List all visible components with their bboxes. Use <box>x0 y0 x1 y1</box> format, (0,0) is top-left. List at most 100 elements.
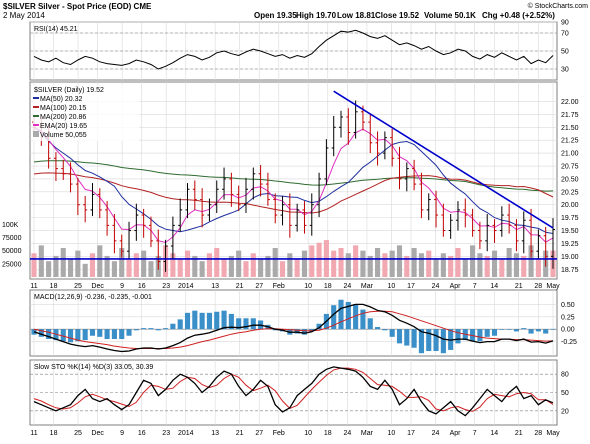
x-tick-label-upper: 23 <box>162 283 170 290</box>
x-tick-label-upper: 7 <box>473 283 477 290</box>
x-tick-label-upper: 25 <box>74 283 82 290</box>
x-tick-label-lower: Apr <box>450 430 462 437</box>
x-tick-label-upper: 27 <box>255 283 263 290</box>
macd-histogram-bar <box>389 329 395 337</box>
volume-bar <box>338 248 344 277</box>
x-tick-label-upper: 10 <box>304 283 312 290</box>
high-value: High 19.70 <box>296 11 337 20</box>
x-tick-label-lower: 17 <box>407 430 415 437</box>
stochastic-y-tick-label: 50 <box>561 390 569 397</box>
macd-histogram-bar <box>353 304 359 330</box>
volume-bar <box>506 248 512 277</box>
volume-bar <box>294 258 300 277</box>
macd-histogram-bar <box>484 329 490 337</box>
chart-date: 2 May 2014 <box>3 11 45 20</box>
macd-histogram-bar <box>250 318 256 330</box>
volume-bar <box>272 248 278 277</box>
x-tick-label-upper: 14 <box>490 283 498 290</box>
open-value: Open 19.35 <box>254 11 297 20</box>
price-y-tick-label: 19.50 <box>561 228 579 235</box>
volume-bar <box>89 253 96 277</box>
x-tick-label-upper: 17 <box>407 283 415 290</box>
ema20-legend: EMA(20) 19.65 <box>40 123 87 130</box>
macd-y-tick-label: 0.00 <box>561 327 575 334</box>
x-tick-label-lower: 27 <box>255 430 263 437</box>
macd-histogram-bar <box>455 329 461 344</box>
stochastic-y-tick-label: 80 <box>561 372 569 379</box>
volume-bar <box>53 255 59 277</box>
x-tick-label-upper: 9 <box>120 283 124 290</box>
volume-swatch <box>33 131 39 137</box>
macd-histogram-bar <box>67 329 74 343</box>
volume-bar <box>477 253 483 277</box>
volume-bar <box>287 253 293 277</box>
volume-bar <box>535 258 541 277</box>
macd-histogram-bar <box>155 329 161 331</box>
volume-bar <box>82 263 88 277</box>
x-tick-label-lower: 9 <box>120 430 124 437</box>
volume-bar <box>250 253 256 277</box>
volume-legend: Volume 50,055 <box>40 132 87 139</box>
macd-histogram-bar <box>316 323 322 330</box>
macd-histogram-bar <box>426 329 432 352</box>
volume-value: Volume 50.1K <box>424 11 476 20</box>
volume-bar <box>396 245 403 277</box>
downtrend-line <box>333 90 554 229</box>
price-y-tick-label: 18.75 <box>561 267 579 274</box>
volume-bar <box>426 250 432 277</box>
volume-bar <box>177 258 183 277</box>
x-tick-label-upper: Feb <box>273 283 285 290</box>
price-legend-title: $SILVER (Daily) 19.52 <box>34 87 104 94</box>
x-tick-label-lower: 14 <box>490 430 498 437</box>
volume-bar <box>367 255 373 277</box>
volume-bar <box>440 253 446 277</box>
volume-bar <box>258 258 264 277</box>
macd-histogram-bar <box>491 329 498 336</box>
volume-bar <box>411 248 417 277</box>
macd-histogram-bar <box>521 328 527 330</box>
macd-histogram-bar <box>170 323 176 330</box>
macd-histogram-bar <box>345 301 351 330</box>
volume-y-tick-label: 25000 <box>2 261 22 268</box>
stochastic-d-line <box>33 367 554 412</box>
macd-histogram-bar <box>477 329 483 342</box>
macd-histogram-bar <box>301 329 308 335</box>
x-tick-label-upper: 24 <box>343 283 351 290</box>
price-y-tick-label: 20.25 <box>561 189 579 196</box>
ma100-line <box>33 172 554 214</box>
rsi-y-tick-label: 90 <box>561 20 569 27</box>
x-tick-label-lower: 7 <box>473 430 477 437</box>
volume-bar <box>448 255 454 277</box>
macd-histogram-bar <box>163 328 169 330</box>
x-tick-label-lower: 21 <box>515 430 523 437</box>
volume-bar <box>31 253 37 277</box>
x-tick-label-lower: Feb <box>273 430 285 437</box>
macd-histogram-bar <box>89 329 96 336</box>
volume-bar <box>375 248 381 277</box>
volume-bar <box>243 261 249 277</box>
macd-histogram-bar <box>206 312 212 330</box>
stochastic-y-tick-label: 20 <box>561 408 569 415</box>
macd-histogram-bar <box>119 329 125 340</box>
volume-bar <box>133 253 139 277</box>
macd-signal-line <box>33 310 554 349</box>
volume-bar <box>214 248 220 277</box>
volume-y-tick-label: 100K <box>2 222 19 229</box>
volume-bar <box>192 255 198 277</box>
macd-histogram-bar <box>396 329 403 344</box>
volume-bar <box>470 245 476 277</box>
x-tick-label-lower: 10 <box>388 430 396 437</box>
price-legend: $SILVER (Daily) 19.52 MA(50) 20.32 MA(10… <box>33 85 139 141</box>
ema20-line <box>33 126 554 244</box>
macd-histogram-bar <box>97 329 103 337</box>
macd-histogram-bar <box>499 329 505 330</box>
volume-bar <box>389 250 395 277</box>
macd-histogram-bar <box>418 329 424 354</box>
rsi-y-tick-label: 50 <box>561 49 569 56</box>
volume-bar <box>170 253 176 277</box>
x-tick-label-lower: May <box>546 430 560 437</box>
price-y-tick-label: 21.50 <box>561 125 579 132</box>
macd-histogram-bar <box>82 329 88 341</box>
x-tick-label-upper: May <box>546 283 560 290</box>
macd-histogram-bar <box>367 318 373 330</box>
